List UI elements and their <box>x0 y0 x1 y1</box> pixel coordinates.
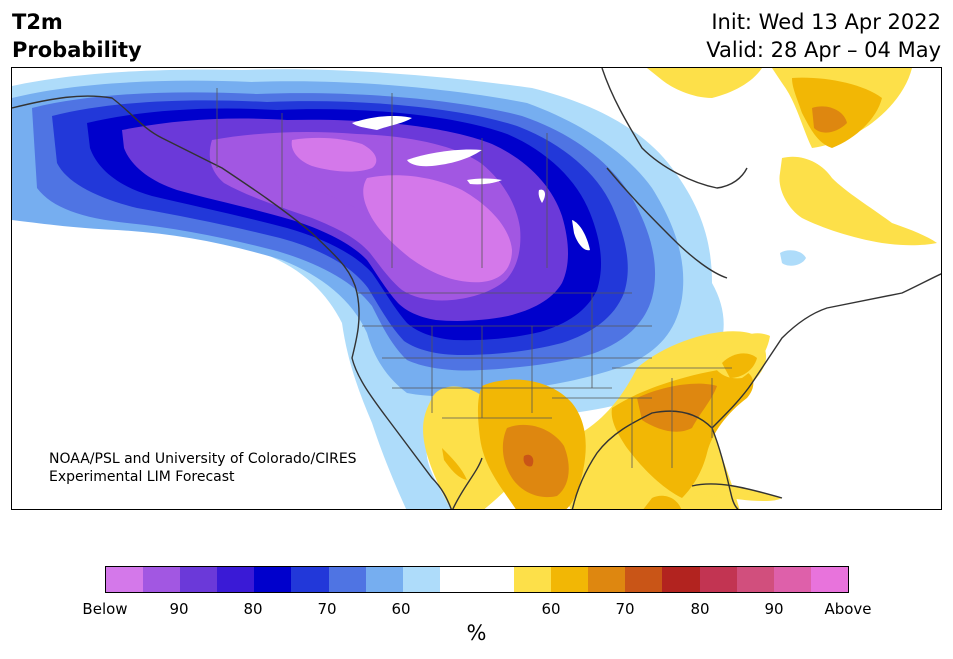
probability-map <box>11 67 942 510</box>
colorbar-cell <box>699 567 737 592</box>
colorbar-cell <box>625 567 663 592</box>
title-line-2: Probability <box>12 38 142 62</box>
credit-text: NOAA/PSL and University of Colorado/CIRE… <box>49 450 357 486</box>
colorbar-cell <box>662 567 700 592</box>
colorbar-cell <box>106 567 144 592</box>
colorbar-cell <box>180 567 218 592</box>
tick-label: 80 <box>690 600 710 618</box>
colorbar-cell <box>773 567 811 592</box>
credit-line-1: NOAA/PSL and University of Colorado/CIRE… <box>49 451 357 467</box>
colorbar-cell <box>365 567 403 592</box>
colorbar-cell <box>588 567 626 592</box>
tick-label: 90 <box>764 600 784 618</box>
credit-line-2: Experimental LIM Forecast <box>49 469 235 485</box>
colorbar-cell <box>328 567 366 592</box>
coastlines <box>12 68 941 509</box>
colorbar-cell <box>217 567 255 592</box>
forecast-dates: Init: Wed 13 Apr 2022 Valid: 28 Apr – 04… <box>706 8 941 64</box>
colorbar-cell <box>514 567 552 592</box>
state-borders <box>216 88 732 468</box>
valid-range: Valid: 28 Apr – 04 May <box>706 38 941 62</box>
tick-label: 70 <box>317 600 337 618</box>
colorbar-cell <box>551 567 589 592</box>
map-canvas <box>12 68 941 509</box>
tick-label: 80 <box>243 600 263 618</box>
tick-label: Above <box>824 600 872 618</box>
colorbar <box>105 566 849 593</box>
tick-label: 60 <box>391 600 411 618</box>
tick-label: 60 <box>541 600 561 618</box>
colorbar-cell <box>291 567 329 592</box>
tick-label: 70 <box>615 600 635 618</box>
colorbar-unit: % <box>466 621 487 645</box>
map-title: T2m Probability <box>12 8 142 64</box>
colorbar-cell <box>143 567 181 592</box>
colorbar-cell <box>736 567 774 592</box>
colorbar-cell <box>254 567 292 592</box>
colorbar-cell <box>476 567 515 592</box>
init-date: Init: Wed 13 Apr 2022 <box>711 10 941 34</box>
colorbar-cell <box>402 567 440 592</box>
title-line-1: T2m <box>12 10 63 34</box>
tick-label: 90 <box>169 600 189 618</box>
colorbar-ticks: Below 90 80 70 60 60 70 80 90 Above <box>0 600 953 620</box>
colorbar-cell <box>439 567 477 592</box>
above-normal-region <box>423 68 941 509</box>
tick-label: Below <box>82 600 128 618</box>
colorbar-cell <box>810 567 848 592</box>
